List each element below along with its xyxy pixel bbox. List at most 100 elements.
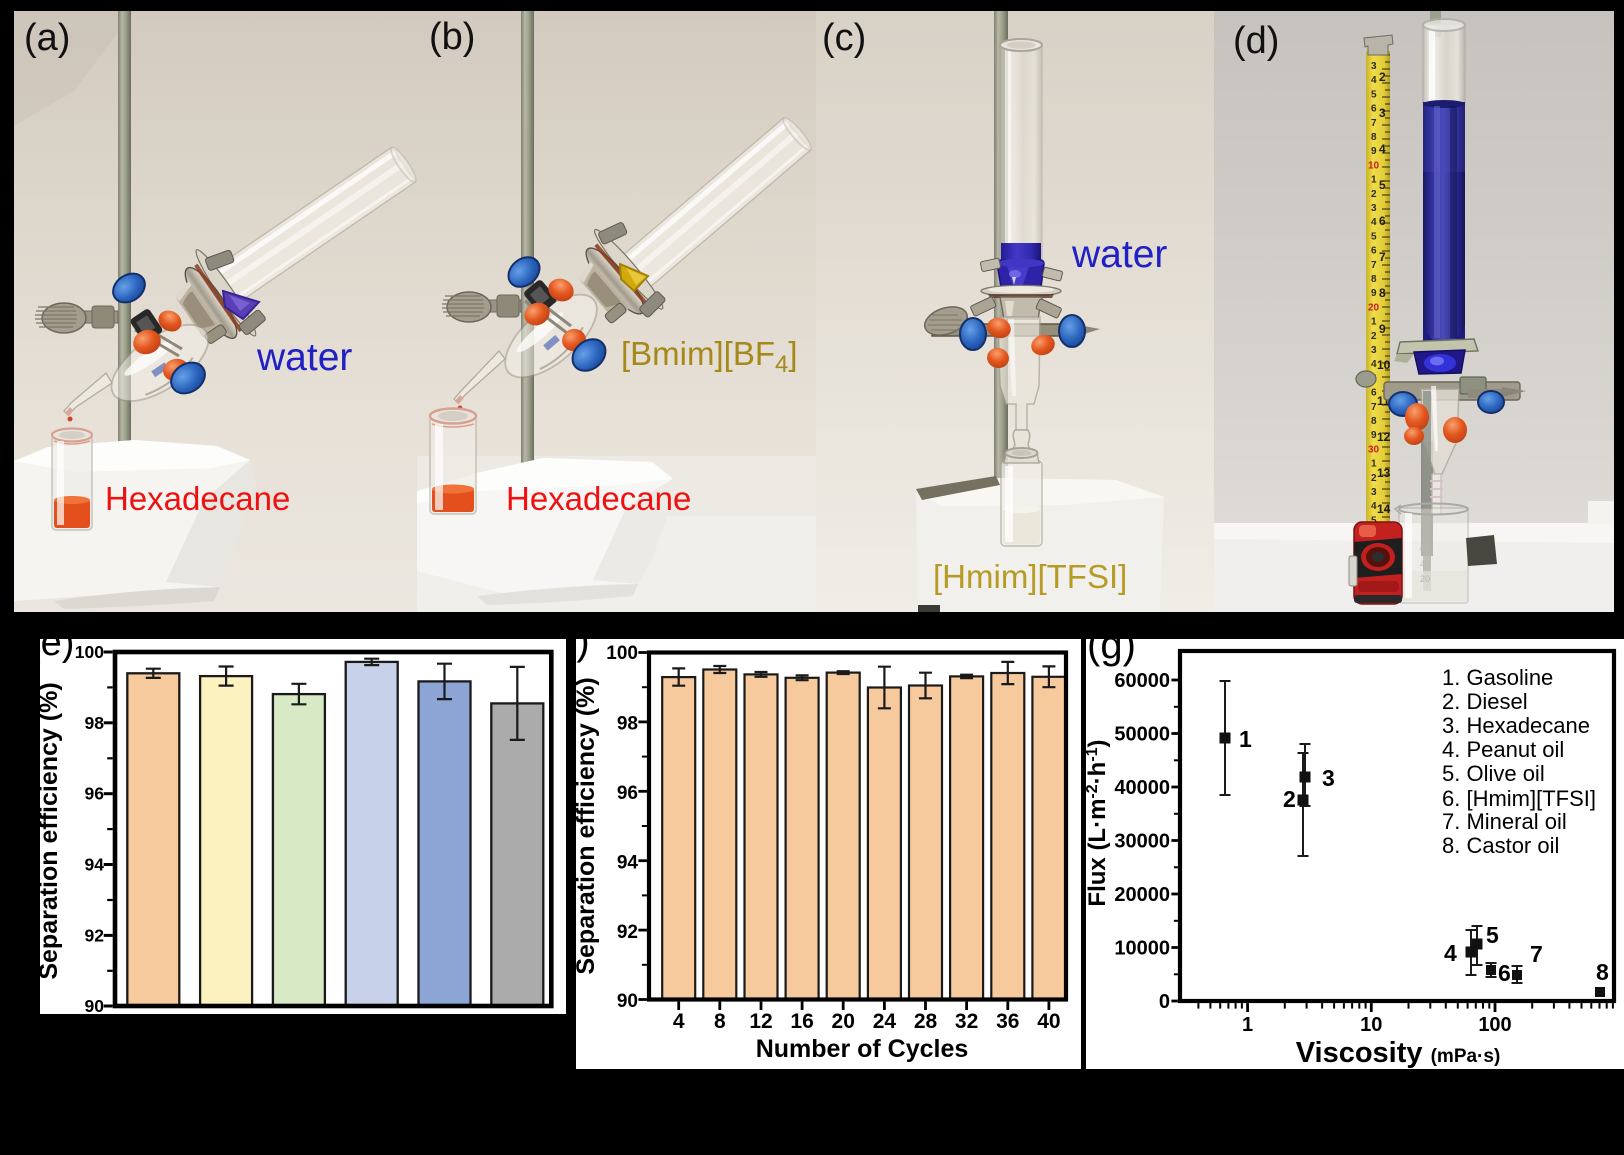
svg-text:4: 4 [1371, 501, 1377, 512]
svg-text:Separation efficiency (%): Separation efficiency (%) [40, 682, 63, 979]
svg-text:8: 8 [1371, 132, 1377, 143]
svg-text:24: 24 [873, 1010, 897, 1033]
svg-text:(g): (g) [1087, 639, 1136, 667]
svg-text:3: 3 [1371, 487, 1377, 498]
svg-text:8: 8 [714, 1010, 726, 1033]
svg-text:1: 1 [1242, 1014, 1253, 1036]
svg-text:1: 1 [1371, 317, 1377, 328]
svg-text:7: 7 [1371, 118, 1377, 129]
svg-text:94: 94 [85, 855, 105, 875]
svg-text:1: 1 [1239, 726, 1252, 752]
svg-text:30: 30 [1368, 444, 1380, 455]
svg-text:4: 4 [1371, 359, 1377, 370]
svg-text:20: 20 [1420, 574, 1430, 584]
svg-text:20000: 20000 [1114, 884, 1170, 906]
svg-text:(e): (e) [40, 639, 74, 664]
svg-text:3: 3 [1371, 61, 1377, 72]
svg-text:6: 6 [1498, 960, 1511, 986]
svg-text:(d): (d) [1233, 20, 1279, 62]
svg-text:0: 0 [1159, 991, 1170, 1013]
svg-text:5: 5 [1371, 89, 1377, 100]
svg-text:100: 100 [606, 643, 638, 664]
svg-text:8: 8 [1371, 416, 1377, 427]
svg-text:90: 90 [85, 996, 105, 1014]
svg-text:4: 4 [673, 1010, 685, 1033]
svg-text:3: 3 [1371, 203, 1377, 214]
svg-text:13: 13 [1377, 466, 1391, 480]
svg-text:10: 10 [1368, 160, 1380, 171]
svg-text:2: 2 [1379, 70, 1386, 84]
svg-text:10: 10 [1377, 358, 1391, 372]
svg-text:1. Gasoline: 1. Gasoline [1442, 665, 1553, 690]
svg-text:9: 9 [1379, 322, 1386, 336]
svg-text:Viscosity (mPa·s): Viscosity (mPa·s) [1296, 1037, 1501, 1069]
svg-text:12: 12 [1377, 430, 1391, 444]
svg-text:3: 3 [1379, 106, 1386, 120]
svg-text:90: 90 [617, 991, 638, 1012]
svg-text:5: 5 [1486, 922, 1499, 948]
svg-text:96: 96 [617, 783, 638, 804]
svg-text:98: 98 [85, 713, 105, 733]
svg-text:92: 92 [85, 925, 105, 945]
svg-text:7: 7 [1371, 260, 1377, 271]
svg-text:92: 92 [617, 922, 638, 943]
svg-text:98: 98 [617, 714, 638, 735]
svg-text:12: 12 [749, 1010, 772, 1033]
svg-text:4: 4 [1371, 217, 1377, 228]
svg-text:2: 2 [1371, 331, 1377, 342]
svg-text:9: 9 [1371, 146, 1377, 157]
svg-text:3: 3 [1371, 345, 1377, 356]
svg-text:4: 4 [1371, 75, 1377, 86]
svg-text:16: 16 [790, 1010, 813, 1033]
svg-text:36: 36 [996, 1010, 1019, 1033]
svg-text:28: 28 [914, 1010, 938, 1033]
svg-text:4: 4 [1379, 142, 1386, 156]
svg-text:40000: 40000 [1114, 777, 1170, 799]
svg-text:3. Hexadecane: 3. Hexadecane [1442, 713, 1590, 738]
svg-text:94: 94 [617, 852, 639, 873]
svg-text:Number of Cycles: Number of Cycles [756, 1035, 969, 1063]
svg-text:5: 5 [1371, 515, 1377, 526]
svg-text:4. Peanut oil: 4. Peanut oil [1442, 737, 1564, 762]
svg-text:7: 7 [1371, 402, 1377, 413]
svg-text:32: 32 [955, 1010, 978, 1033]
svg-text:water: water [1071, 233, 1167, 276]
svg-text:5. Olive oil: 5. Olive oil [1442, 761, 1545, 786]
svg-text:10000: 10000 [1114, 938, 1170, 960]
svg-text:1: 1 [1371, 175, 1377, 186]
svg-text:[Bmim][BF4]: [Bmim][BF4] [621, 335, 798, 378]
svg-text:(f): (f) [576, 639, 590, 663]
svg-text:(c): (c) [822, 17, 866, 59]
svg-text:2: 2 [1371, 473, 1377, 484]
svg-text:6: 6 [1371, 246, 1377, 257]
svg-text:20: 20 [832, 1010, 855, 1033]
svg-text:7. Mineral oil: 7. Mineral oil [1442, 809, 1567, 834]
svg-text:30000: 30000 [1114, 831, 1170, 853]
svg-text:Separation efficiency (%): Separation efficiency (%) [576, 677, 600, 974]
svg-text:(b): (b) [429, 16, 475, 58]
svg-text:40: 40 [1037, 1010, 1060, 1033]
svg-text:60: 60 [1420, 544, 1430, 554]
svg-text:40: 40 [1420, 559, 1430, 569]
svg-text:9: 9 [1371, 288, 1377, 299]
svg-text:8. Castor oil: 8. Castor oil [1442, 833, 1559, 858]
svg-text:7: 7 [1379, 250, 1386, 264]
svg-text:9: 9 [1371, 430, 1377, 441]
svg-text:1: 1 [1371, 459, 1377, 470]
svg-text:8: 8 [1596, 959, 1609, 985]
svg-text:8: 8 [1371, 274, 1377, 285]
svg-text:60000: 60000 [1114, 670, 1170, 692]
svg-text:6: 6 [1371, 388, 1377, 399]
svg-text:50000: 50000 [1114, 724, 1170, 746]
svg-text:6: 6 [1371, 104, 1377, 115]
svg-text:6. [Hmim][TFSI]: 6. [Hmim][TFSI] [1442, 786, 1596, 811]
svg-text:6: 6 [1379, 214, 1386, 228]
svg-text:10: 10 [1360, 1014, 1382, 1036]
svg-text:100: 100 [75, 642, 104, 662]
svg-text:2: 2 [1283, 786, 1296, 812]
svg-text:8: 8 [1379, 286, 1386, 300]
svg-text:2: 2 [1371, 189, 1377, 200]
svg-text:2. Diesel: 2. Diesel [1442, 689, 1528, 714]
svg-text:Flux (L·m-2·h-1): Flux (L·m-2·h-1) [1086, 739, 1111, 906]
svg-text:3: 3 [1322, 765, 1335, 791]
